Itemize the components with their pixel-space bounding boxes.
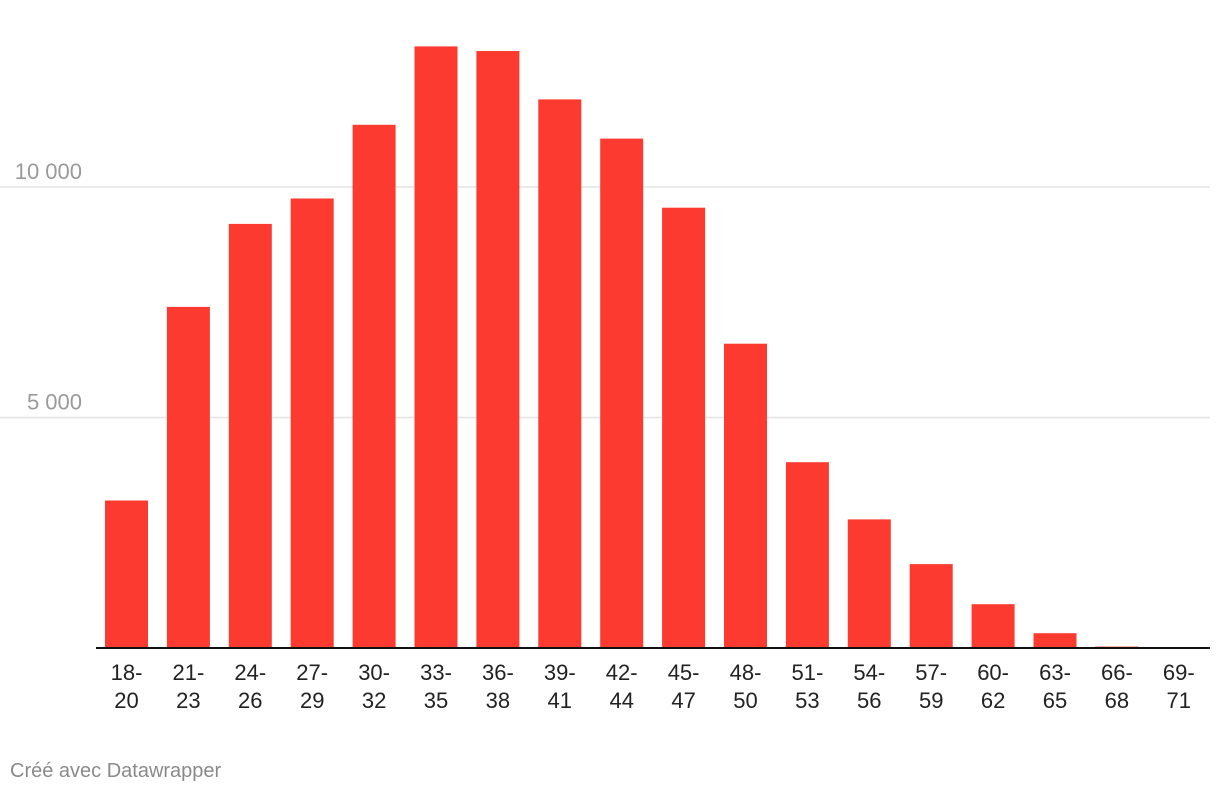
x-tick-label-66-68: 66-68 — [1101, 660, 1133, 713]
x-tick-label-69-71: 69-71 — [1163, 660, 1195, 713]
bar-39-41 — [538, 99, 582, 648]
bar-33-35 — [414, 46, 458, 648]
x-tick-label-48-50: 48-50 — [730, 660, 762, 713]
bar-57-59 — [909, 564, 953, 648]
x-tick-label-57-59: 57-59 — [915, 660, 947, 713]
x-tick-label-54-56: 54-56 — [853, 660, 885, 713]
bar-48-50 — [724, 343, 767, 648]
bar-24-26 — [228, 223, 272, 648]
bar-45-47 — [662, 207, 706, 648]
x-axis-tick-labels: 18-20 21-23 24-26 27-29 30-32 33-35 36-38 39-41… — [111, 660, 1195, 713]
bar-30-32 — [352, 124, 396, 649]
x-tick-label-27-29: 27-29 — [296, 660, 328, 713]
x-tick-label-51-53: 51-53 — [792, 660, 824, 713]
x-tick-label-63-65: 63-65 — [1039, 660, 1071, 713]
bar-27-29 — [290, 198, 334, 648]
x-tick-label-33-35: 33-35 — [420, 660, 452, 713]
x-tick-label-45-47: 45-47 — [668, 660, 700, 713]
bar-18-20 — [105, 500, 148, 648]
bar-60-62 — [971, 604, 1015, 648]
datawrapper-credit: Créé avec Datawrapper — [10, 760, 222, 782]
x-tick-label-36-38: 36-38 — [482, 660, 514, 713]
y-tick-label: 10 000 — [15, 159, 82, 184]
bars — [105, 46, 1201, 649]
bar-42-44 — [600, 138, 644, 648]
x-tick-label-39-41: 39-41 — [544, 660, 576, 713]
x-tick-label-30-32: 30-32 — [358, 660, 390, 713]
bar-54-56 — [847, 519, 891, 648]
bar-36-38 — [476, 51, 520, 648]
bar-51-53 — [785, 462, 829, 648]
x-tick-label-18-20: 18-20 — [111, 660, 143, 713]
x-tick-label-21-23: 21-23 — [173, 660, 205, 713]
y-axis-tick-labels: 5 000 10 000 — [15, 159, 82, 415]
y-tick-label: 5 000 — [27, 390, 82, 415]
x-tick-label-24-26: 24-26 — [234, 660, 266, 713]
bar-63-65 — [1033, 633, 1077, 648]
x-tick-label-60-62: 60-62 — [977, 660, 1009, 713]
bar-21-23 — [166, 306, 210, 648]
x-tick-label-42-44: 42-44 — [606, 660, 638, 713]
